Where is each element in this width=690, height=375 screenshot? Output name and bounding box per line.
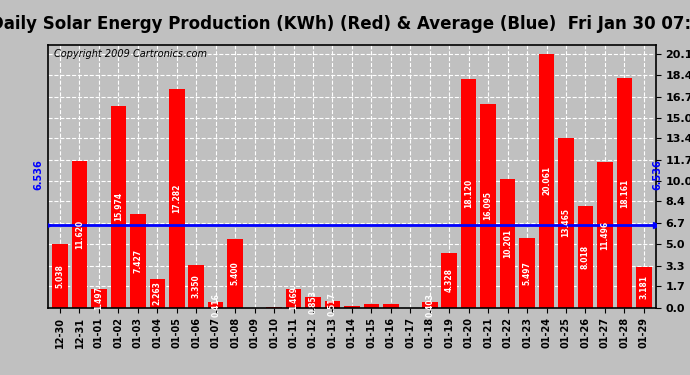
Text: Copyright 2009 Cartronics.com: Copyright 2009 Cartronics.com <box>55 49 208 59</box>
Text: 5.497: 5.497 <box>522 261 531 285</box>
Bar <box>227 239 243 308</box>
Text: 5.400: 5.400 <box>230 261 239 285</box>
Bar <box>169 89 184 308</box>
Text: 7.427: 7.427 <box>133 249 142 273</box>
Text: 11.620: 11.620 <box>75 220 84 249</box>
Bar <box>480 104 496 308</box>
Text: 6.536: 6.536 <box>652 159 662 190</box>
Bar <box>578 206 593 308</box>
Bar <box>364 304 379 307</box>
Text: 10.201: 10.201 <box>503 229 512 258</box>
Text: 13.465: 13.465 <box>562 208 571 237</box>
Bar <box>325 301 340 307</box>
Text: 5.038: 5.038 <box>55 264 64 288</box>
Text: 17.282: 17.282 <box>172 184 181 213</box>
Bar <box>539 54 554 307</box>
Bar <box>617 78 632 308</box>
Bar <box>383 304 399 307</box>
Text: 0.416: 0.416 <box>211 293 220 317</box>
Bar <box>208 302 224 307</box>
Bar <box>558 138 574 308</box>
Text: 18.120: 18.120 <box>464 178 473 208</box>
Bar <box>500 179 515 308</box>
Bar <box>597 162 613 308</box>
Bar <box>188 265 204 308</box>
Bar <box>422 302 437 307</box>
Bar <box>461 79 477 308</box>
Bar <box>52 244 68 308</box>
Bar <box>91 289 107 308</box>
Text: 2.263: 2.263 <box>152 281 161 305</box>
Text: 0.403: 0.403 <box>425 293 434 317</box>
Text: Daily Solar Energy Production (KWh) (Red) & Average (Blue)  Fri Jan 30 07:13: Daily Solar Energy Production (KWh) (Red… <box>0 15 690 33</box>
Text: 0.853: 0.853 <box>308 290 317 314</box>
Text: 3.350: 3.350 <box>192 274 201 298</box>
Text: 18.161: 18.161 <box>620 178 629 207</box>
Bar <box>442 253 457 308</box>
Text: 0.517: 0.517 <box>328 292 337 316</box>
Text: 1.469: 1.469 <box>289 286 298 310</box>
Bar <box>72 161 87 308</box>
Text: 15.974: 15.974 <box>114 192 123 221</box>
Bar <box>305 297 321 307</box>
Text: 16.095: 16.095 <box>484 192 493 220</box>
Text: 8.018: 8.018 <box>581 245 590 269</box>
Bar <box>636 267 651 308</box>
Bar <box>110 106 126 308</box>
Text: 11.496: 11.496 <box>600 220 609 249</box>
Text: 3.181: 3.181 <box>640 275 649 299</box>
Bar <box>286 289 302 308</box>
Text: 20.061: 20.061 <box>542 166 551 195</box>
Bar <box>130 214 146 308</box>
Text: 1.497: 1.497 <box>95 286 103 310</box>
Bar <box>150 279 165 308</box>
Bar <box>344 306 359 308</box>
Text: 4.328: 4.328 <box>445 268 454 292</box>
Text: 6.536: 6.536 <box>33 159 43 190</box>
Bar <box>520 238 535 308</box>
